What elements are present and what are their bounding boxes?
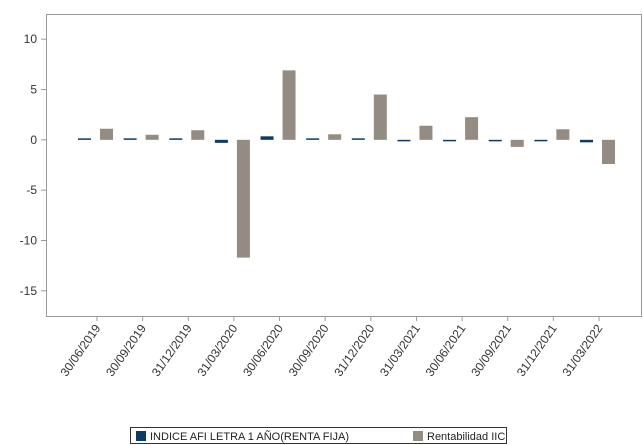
bar-rentabilidad — [282, 70, 296, 140]
bar-indice — [534, 139, 548, 142]
x-tick-label: 31/03/2020 — [194, 321, 240, 378]
bar-rentabilidad — [100, 128, 113, 140]
y-tick-label: -10 — [20, 234, 38, 248]
bar-indice — [397, 139, 411, 142]
x-tick-label: 30/06/2019 — [58, 321, 104, 378]
x-tick-label: 31/12/2019 — [149, 321, 195, 378]
x-tick-label: 31/12/2021 — [514, 321, 560, 378]
y-tick-label: 10 — [24, 32, 38, 46]
bar-rentabilidad — [236, 139, 250, 258]
x-tick-label: 31/03/2022 — [560, 321, 606, 378]
bar-indice — [123, 138, 137, 140]
legend-label-rentabilidad: Rentabilidad IIC — [427, 431, 505, 443]
legend-swatch-indice — [136, 431, 146, 441]
x-tick-label: 30/09/2020 — [286, 321, 332, 378]
bar-indice — [488, 139, 502, 142]
x-tick-label: 30/09/2019 — [103, 321, 149, 378]
bar-rentabilidad — [510, 139, 524, 147]
y-tick-label: -5 — [26, 183, 37, 197]
x-axis: 30/06/2019 30/09/2019 31/12/2019 31/03/2020… — [58, 316, 606, 379]
bar-indice — [443, 139, 457, 142]
bar-indice — [214, 139, 228, 143]
x-tick-label: 30/06/2020 — [240, 321, 286, 378]
bar-rentabilidad — [556, 129, 570, 140]
legend-swatch-rentabilidad — [413, 431, 423, 441]
bars-group — [78, 70, 615, 258]
x-tick-label: 30/06/2021 — [423, 321, 469, 378]
y-tick-label: -15 — [20, 284, 38, 298]
bar-rentabilidad — [419, 125, 433, 140]
x-tick-label: 31/12/2020 — [331, 321, 377, 378]
bar-rentabilidad — [602, 139, 615, 164]
bar-indice — [306, 138, 320, 140]
x-tick-label: 30/09/2021 — [468, 321, 514, 378]
bar-indice — [351, 138, 365, 140]
x-tick-label: 31/03/2021 — [377, 321, 423, 378]
y-axis: 10 5 0 -5 -10 -15 — [20, 32, 46, 298]
bar-indice — [580, 139, 593, 143]
bar-indice — [169, 138, 183, 140]
bar-rentabilidad — [328, 134, 342, 140]
legend-label-indice: INDICE AFI LETRA 1 AÑO(RENTA FIJA) — [150, 430, 349, 443]
plot-frame — [46, 14, 642, 317]
bar-rentabilidad — [465, 117, 479, 140]
bar-rentabilidad — [145, 134, 159, 140]
y-tick-label: 0 — [30, 133, 37, 147]
bar-indice — [78, 138, 91, 140]
legend-frame — [130, 427, 507, 444]
legend: INDICE AFI LETRA 1 AÑO(RENTA FIJA) Renta… — [130, 427, 507, 444]
bar-indice — [260, 136, 274, 140]
y-tick-label: 5 — [30, 83, 37, 97]
bar-rentabilidad — [191, 130, 205, 140]
bar-rentabilidad — [373, 94, 387, 140]
